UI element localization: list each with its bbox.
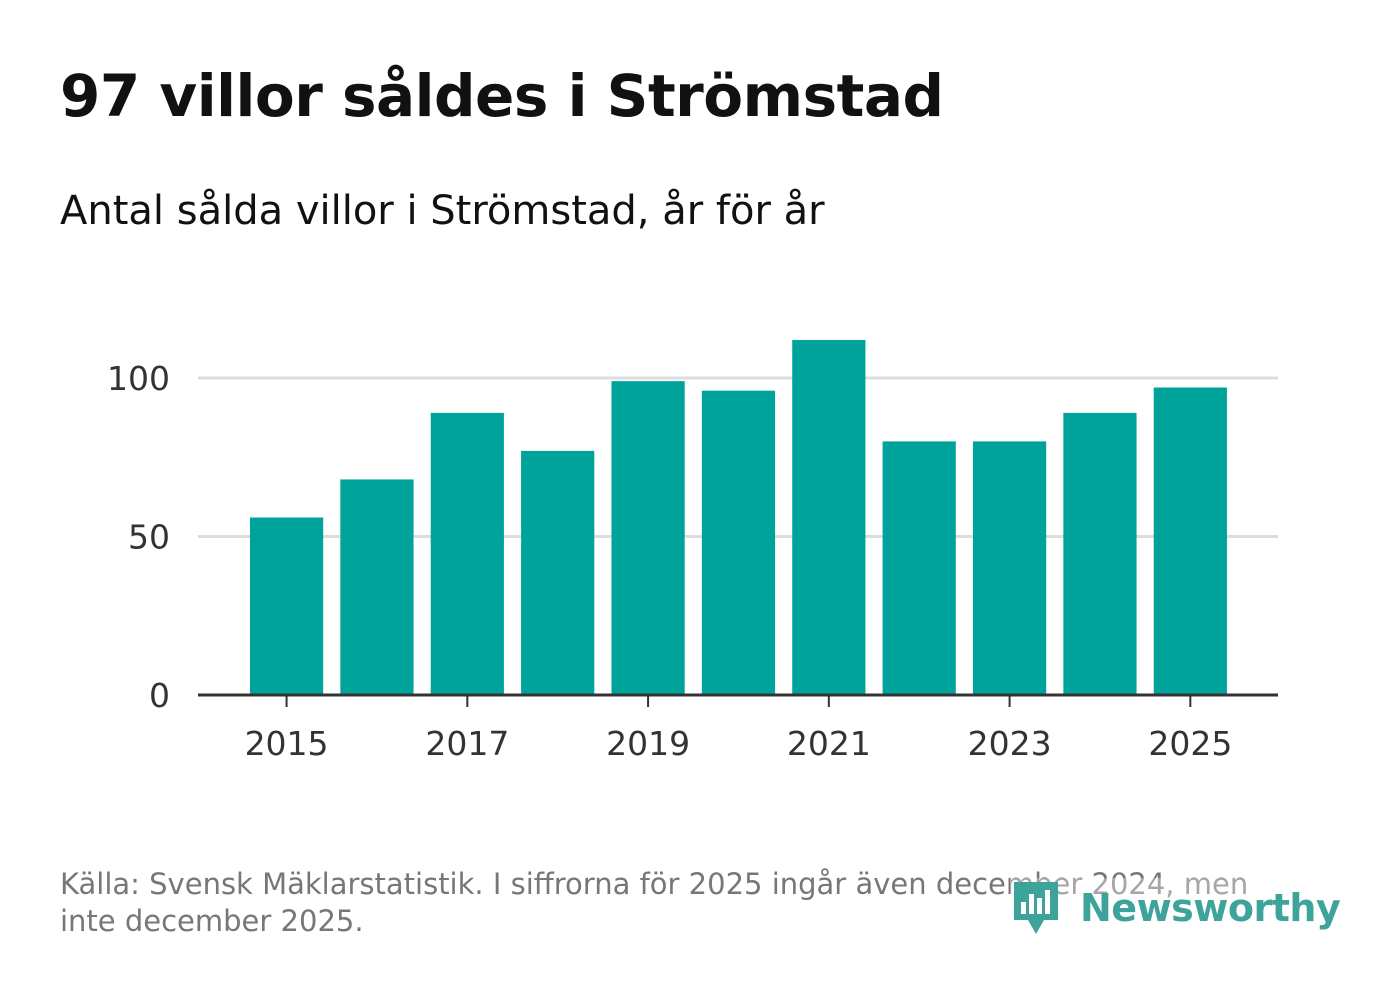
x-tick-label-2017: 2017 [425,724,509,763]
bar-2017 [430,412,504,695]
x-tick-label-2021: 2021 [787,724,871,763]
chart-title: 97 villor såldes i Strömstad [60,62,944,130]
bar-2024 [1063,412,1137,695]
bar-2016 [340,479,414,695]
x-tick-label-2019: 2019 [606,724,690,763]
newsworthy-logo: Newsworthy [1010,878,1341,938]
bar-2018 [521,450,595,695]
y-tick-label-50: 50 [128,518,170,557]
bar-2021 [792,339,866,695]
chart-subtitle: Antal sålda villor i Strömstad, år för å… [60,188,825,234]
bar-2023 [972,441,1047,695]
bar-2019 [611,381,685,695]
bar-2020 [701,390,776,695]
bar-chart-speech-bubble-icon [1014,882,1058,934]
bars [249,339,1227,695]
bar-2025 [1153,387,1227,695]
bar-2022 [882,441,956,695]
x-tick-label-2023: 2023 [968,724,1052,763]
x-axis [198,693,1278,707]
bar-2015 [249,517,324,695]
y-tick-label-100: 100 [107,359,170,398]
y-tick-label-0: 0 [149,676,170,715]
tick-labels: 0 50 100 2015 2017 2019 2021 2023 2025 [107,359,1232,763]
x-tick-label-2025: 2025 [1148,724,1232,763]
x-tick-label-2015: 2015 [245,724,329,763]
logo-text: Newsworthy [1080,886,1341,930]
